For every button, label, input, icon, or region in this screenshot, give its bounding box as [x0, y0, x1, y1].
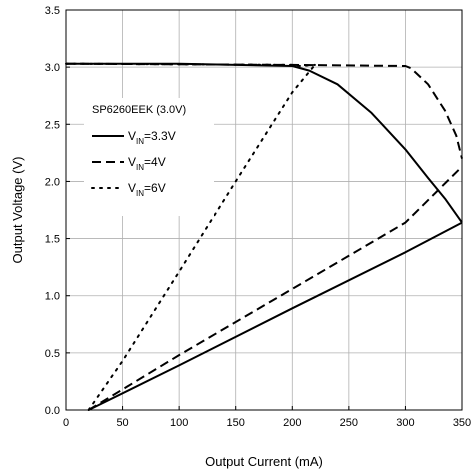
y-tick-label: 2.0 — [45, 176, 60, 188]
series-solid-lower-line — [88, 221, 463, 411]
x-tick-label: 300 — [396, 417, 414, 429]
y-tick-label: 2.5 — [45, 119, 60, 131]
series-dotted-upper-line — [65, 62, 316, 67]
series-dashed-lower-line — [88, 165, 463, 411]
x-tick-label: 150 — [227, 417, 245, 429]
y-tick-label: 1.0 — [45, 291, 60, 303]
y-tick-label: 1.5 — [45, 234, 60, 246]
legend-title: SP6260EEK (3.0V) — [92, 104, 186, 116]
x-tick-label: 100 — [170, 417, 188, 429]
series-layer — [65, 62, 463, 411]
x-tick-label: 250 — [340, 417, 358, 429]
legend-label: VIN=3.3V — [128, 129, 176, 146]
x-tick-label: 350 — [453, 417, 471, 429]
legend: SP6260EEK (3.0V) VIN=3.3V VIN=4V VIN=6V — [84, 98, 214, 216]
y-tick-label: 0.5 — [45, 348, 60, 360]
plot-frame — [65, 9, 463, 411]
y-tick-label: 3.5 — [45, 5, 60, 17]
x-tick-label: 200 — [283, 417, 301, 429]
axis-ticks: 0 50 100 150 200 250 300 350 0.0 0.5 1.0 1.5 2.0 2.5 3… — [45, 5, 471, 429]
y-axis-title: Output Voltage (V) — [10, 157, 25, 264]
x-tick-label: 50 — [116, 417, 128, 429]
legend-label: VIN=6V — [128, 181, 166, 198]
x-axis-title: Output Current (mA) — [205, 454, 323, 469]
y-tick-label: 0.0 — [45, 405, 60, 417]
legend-label: VIN=4V — [128, 155, 166, 172]
legend-background — [84, 98, 214, 216]
series-dashed-upper-line — [65, 62, 463, 159]
y-tick-label: 3.0 — [45, 62, 60, 74]
x-tick-label: 0 — [63, 417, 69, 429]
series-dotted-lower-line — [87, 63, 316, 411]
